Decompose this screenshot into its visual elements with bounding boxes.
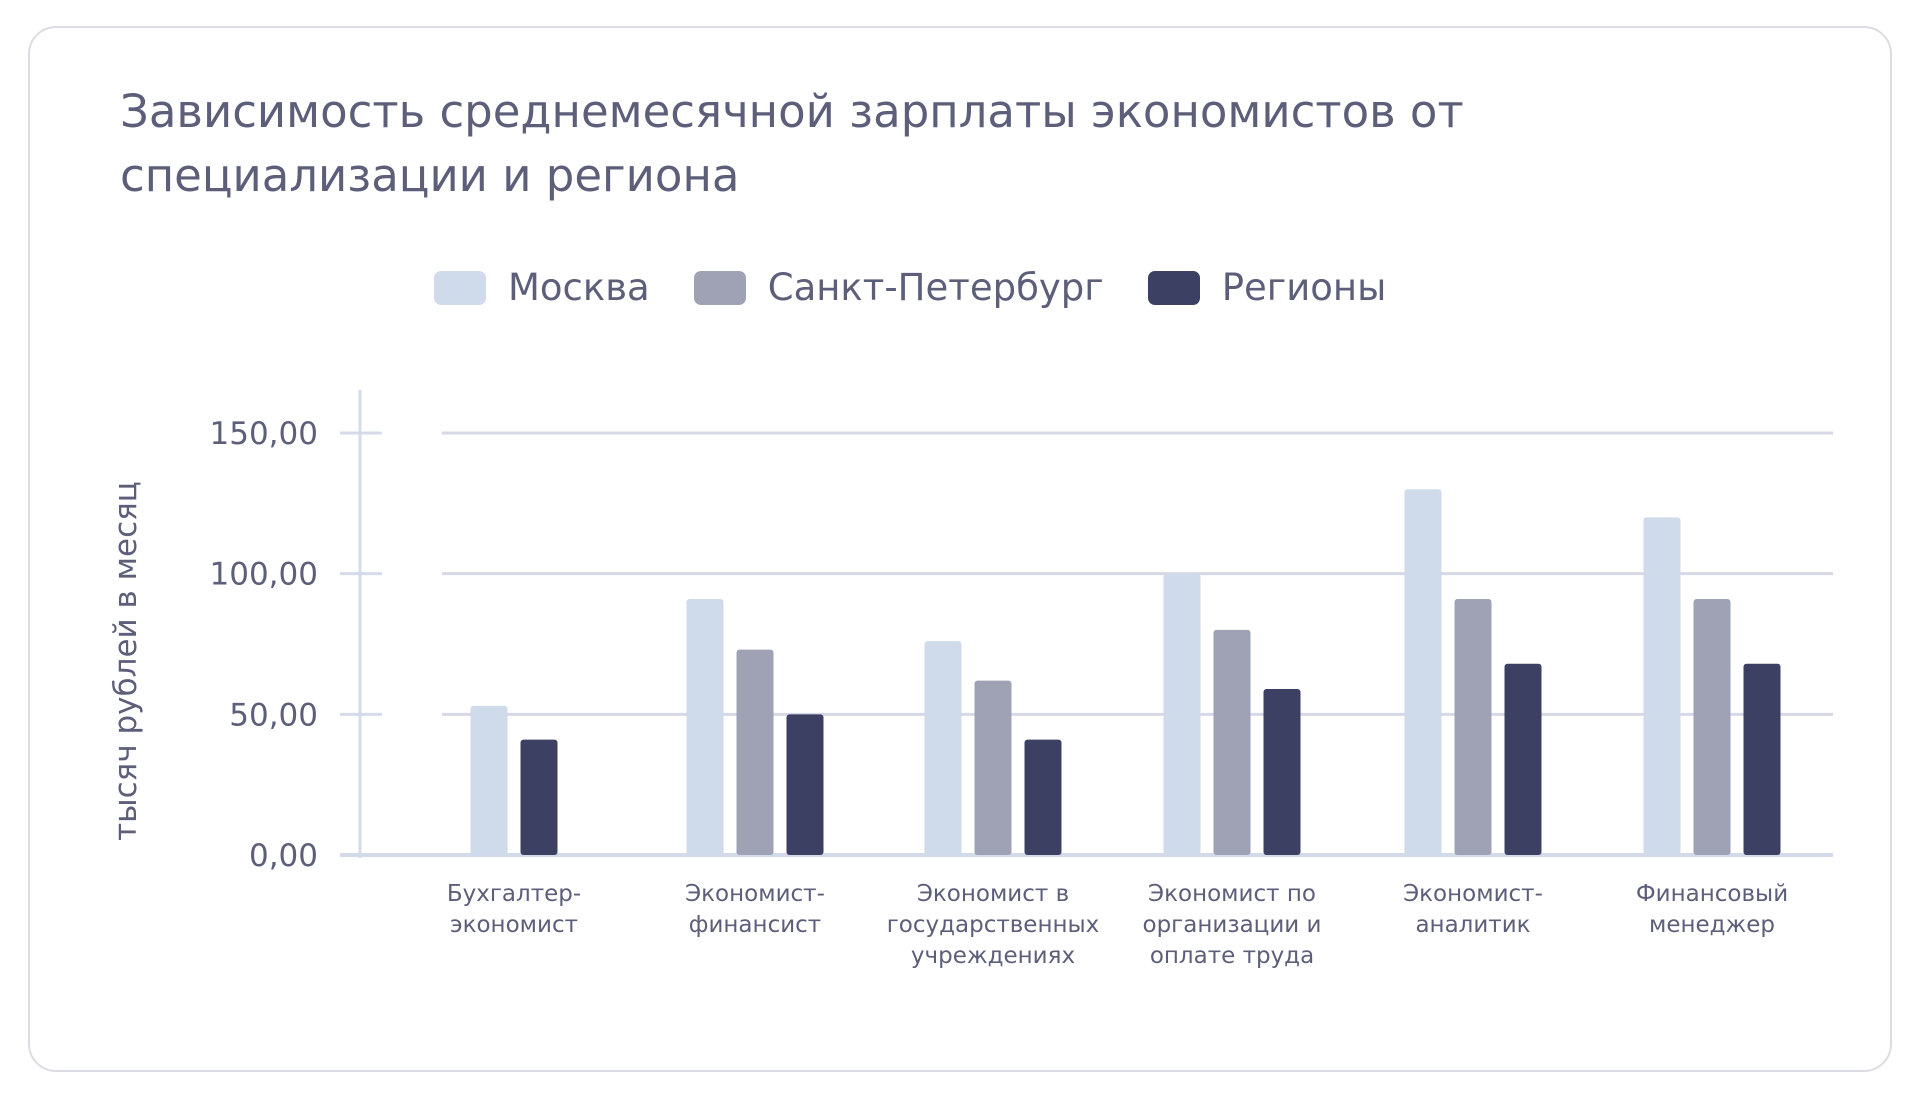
x-tick-label: аналитик: [1415, 912, 1530, 938]
bar: [786, 714, 824, 855]
legend-item-moscow: Москва: [434, 266, 650, 309]
bar: [1693, 598, 1731, 855]
bar: [1504, 663, 1542, 855]
bar: [1024, 739, 1062, 855]
bar: [1454, 598, 1492, 855]
bar: [1163, 573, 1201, 855]
bar: [470, 705, 508, 855]
x-tick-label: Финансовый: [1636, 881, 1788, 907]
y-tick-label: 0,00: [249, 838, 318, 874]
x-tick-label: экономист: [450, 912, 578, 938]
y-tick-label: 50,00: [229, 697, 318, 733]
legend: Москва Санкт-Петербург Регионы: [434, 266, 1430, 309]
bar: [736, 649, 774, 855]
x-tick-label: государственных: [887, 912, 1100, 938]
legend-label: Москва: [508, 266, 650, 309]
bar: [1743, 663, 1781, 855]
bar: [974, 680, 1012, 855]
x-tick-label: оплате труда: [1150, 943, 1314, 969]
y-tick-label: 150,00: [210, 416, 318, 452]
legend-swatch: [693, 270, 746, 305]
x-tick-label: Экономист в: [917, 881, 1069, 907]
x-tick-label: Экономист-: [1403, 881, 1543, 907]
x-tick-label: Экономист по: [1148, 881, 1316, 907]
x-tick-label: Бухгалтер-: [447, 881, 581, 907]
x-tick-label: учреждениях: [911, 943, 1075, 969]
bar: [686, 598, 724, 855]
bar: [1643, 517, 1681, 855]
bar: [1404, 489, 1442, 855]
bar: [1263, 689, 1301, 855]
legend-swatch: [1147, 270, 1200, 305]
legend-item-spb: Санкт-Петербург: [693, 266, 1104, 309]
bar: [1213, 629, 1251, 855]
chart-title: Зависимость среднемесячной зарплаты экон…: [120, 85, 1464, 202]
x-tick-label: организации и: [1143, 912, 1322, 938]
legend-item-regions: Регионы: [1147, 266, 1387, 309]
legend-label: Санкт-Петербург: [767, 266, 1104, 309]
legend-label: Регионы: [1221, 266, 1387, 309]
bar: [520, 739, 558, 855]
x-tick-label: Экономист-: [685, 881, 825, 907]
x-tick-label: финансист: [689, 912, 821, 938]
chart-card: [28, 26, 1892, 1072]
x-tick-label: менеджер: [1649, 912, 1775, 938]
bar: [924, 641, 962, 855]
legend-swatch: [434, 270, 486, 305]
y-tick-label: 100,00: [210, 557, 318, 593]
